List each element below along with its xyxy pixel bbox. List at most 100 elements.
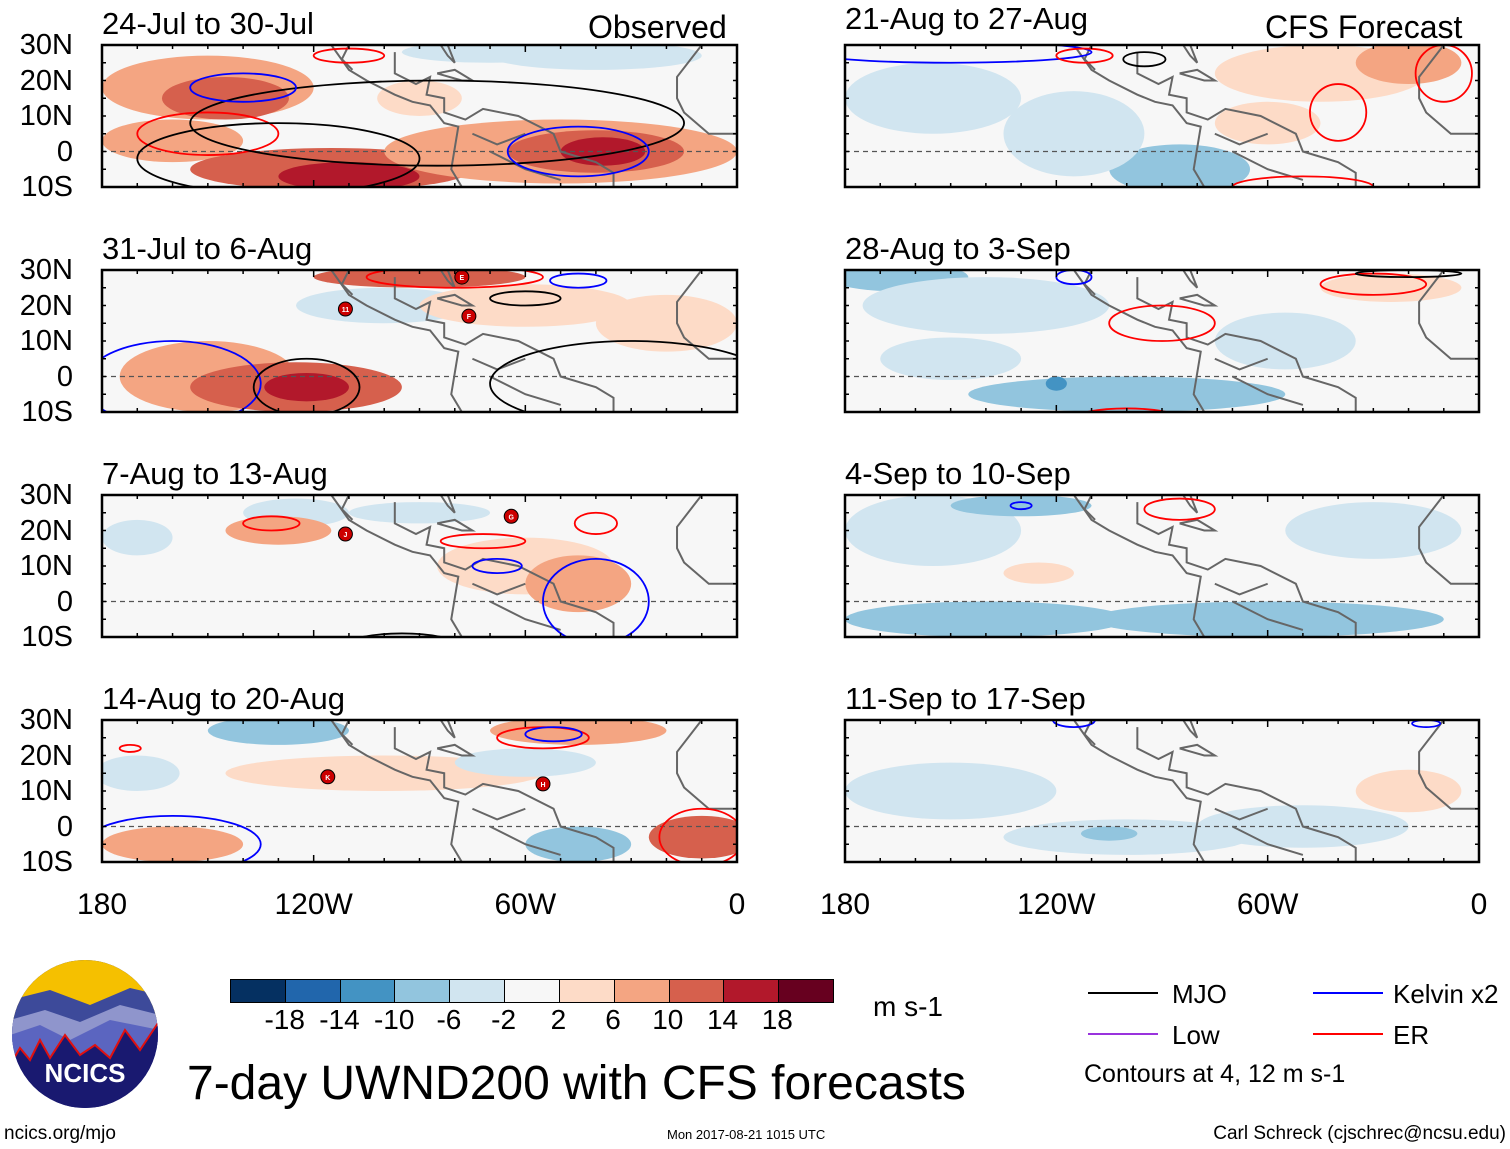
coastline [1179,743,1219,757]
legend-label-kelvin: Kelvin x2 [1393,979,1499,1009]
wave-contour [102,340,262,412]
wind-anomaly-shading [1003,562,1074,584]
wave-contour [489,290,562,307]
tropical-cyclone-icon: J [337,526,353,542]
wave-contour [845,45,1093,64]
coastline [330,720,463,862]
wind-anomaly-shading [348,502,491,524]
coastline [1136,502,1357,637]
wave-contour [136,111,280,156]
lat-label: 0 [56,360,73,393]
coastline [1182,45,1199,64]
wind-anomaly-shading [1003,91,1145,177]
footer-url[interactable]: ncics.org/mjo [4,1123,116,1144]
coastline [439,270,456,289]
footer-credit: Carl Schreck (cjschrec@ncsu.edu) [1213,1123,1506,1144]
wind-anomaly-shading [1214,101,1321,145]
lon-label: 180 [819,888,871,921]
observed-map-panel-3: JG [100,493,739,639]
wave-contour [136,122,421,187]
lon-label: 60W [494,888,557,921]
wind-anomaly-shading [102,519,173,556]
observed-map-panel-4: KH [100,718,739,864]
storm-label: E [459,275,464,282]
lat-label: 10N [19,775,73,807]
wind-anomaly-shading [1285,502,1462,559]
lat-label: 30N [19,254,73,286]
coastline [676,45,737,135]
wave-contour [524,726,583,743]
lon-label: 120W [274,888,353,921]
coastline [676,270,737,360]
coastline [1418,45,1479,135]
colorbar-tick-label: -10 [373,1004,415,1035]
forecast-panel-title-3: 4-Sep to 10-Sep [845,456,1071,491]
wave-contour [1309,83,1368,142]
lon-label: 180 [76,888,128,921]
coastline [1231,375,1304,406]
coastline [1182,720,1199,739]
colorbar-unit: m s-1 [873,991,943,1022]
wind-anomaly-shading [845,62,1022,134]
colorbar-swatch [231,980,285,1002]
coastline [1418,495,1479,585]
lat-label: 0 [56,810,73,843]
colorbar-tick-label: 18 [761,1004,793,1035]
lon-label: 0 [1470,888,1488,921]
colorbar-swatch [504,980,559,1002]
wind-anomaly-shading [525,555,632,613]
contour-note: Contours at 4, 12 m s-1 [1084,1060,1346,1088]
legend-line-kelvin [1313,992,1383,994]
coastline [439,45,456,64]
lat-label: 10S [21,846,73,878]
coastline [1083,270,1096,296]
wave-contour [189,72,297,103]
legend-line-mjo [1088,992,1158,994]
wave-contour [1051,720,1096,728]
tropical-cyclone-icon: 11 [337,301,353,317]
wind-anomaly-shading [1214,312,1356,370]
coastline [1231,600,1304,631]
lat-label: 10N [19,550,73,582]
coastline [436,293,477,307]
lat-label: 20N [19,64,73,97]
observed-panel-title-1: 24-Jul to 30-Jul [102,6,314,41]
storm-label: G [508,514,514,521]
wind-anomaly-shading [1109,144,1251,187]
tropical-cyclone-icon: F [461,308,477,324]
coastline [340,495,354,521]
wave-contour [102,814,262,862]
wave-contour [1414,45,1473,103]
coastline [1231,825,1304,856]
colorbar-tick-label: 2 [550,1004,567,1035]
wave-contour [439,533,527,550]
coastline [436,743,477,757]
legend-line-low [1088,1033,1158,1035]
wind-anomaly-shading [454,748,596,777]
colorbar-swatch [613,980,669,1002]
wind-anomaly-shading [1355,45,1462,85]
wind-anomaly-shading [845,762,1057,820]
lat-label: 10S [21,171,73,203]
forecast-panel-title-4: 11-Sep to 17-Sep [845,681,1086,716]
wave-contour [1108,304,1216,342]
coastline [489,825,561,856]
coastline [1214,807,1269,821]
lon-label: 60W [1236,888,1299,921]
colorbar-tick-label: -6 [436,1004,462,1035]
coastline [330,45,463,187]
coastline [1418,270,1479,360]
wind-anomaly-shading [161,76,289,120]
observed-panel-title-4: 14-Aug to 20-Aug [102,681,346,716]
wave-contour [549,272,608,289]
wind-anomaly-shading [490,45,702,70]
wind-anomaly-shading [845,601,1127,637]
colorbar-tick-label: -18 [264,1004,305,1035]
coastline [1073,720,1206,862]
coastline [1179,293,1219,307]
lat-label: 20N [19,289,73,322]
coastline [1418,720,1479,810]
coastline [489,150,561,181]
lat-label: 20N [19,514,73,547]
coastline [330,270,463,412]
